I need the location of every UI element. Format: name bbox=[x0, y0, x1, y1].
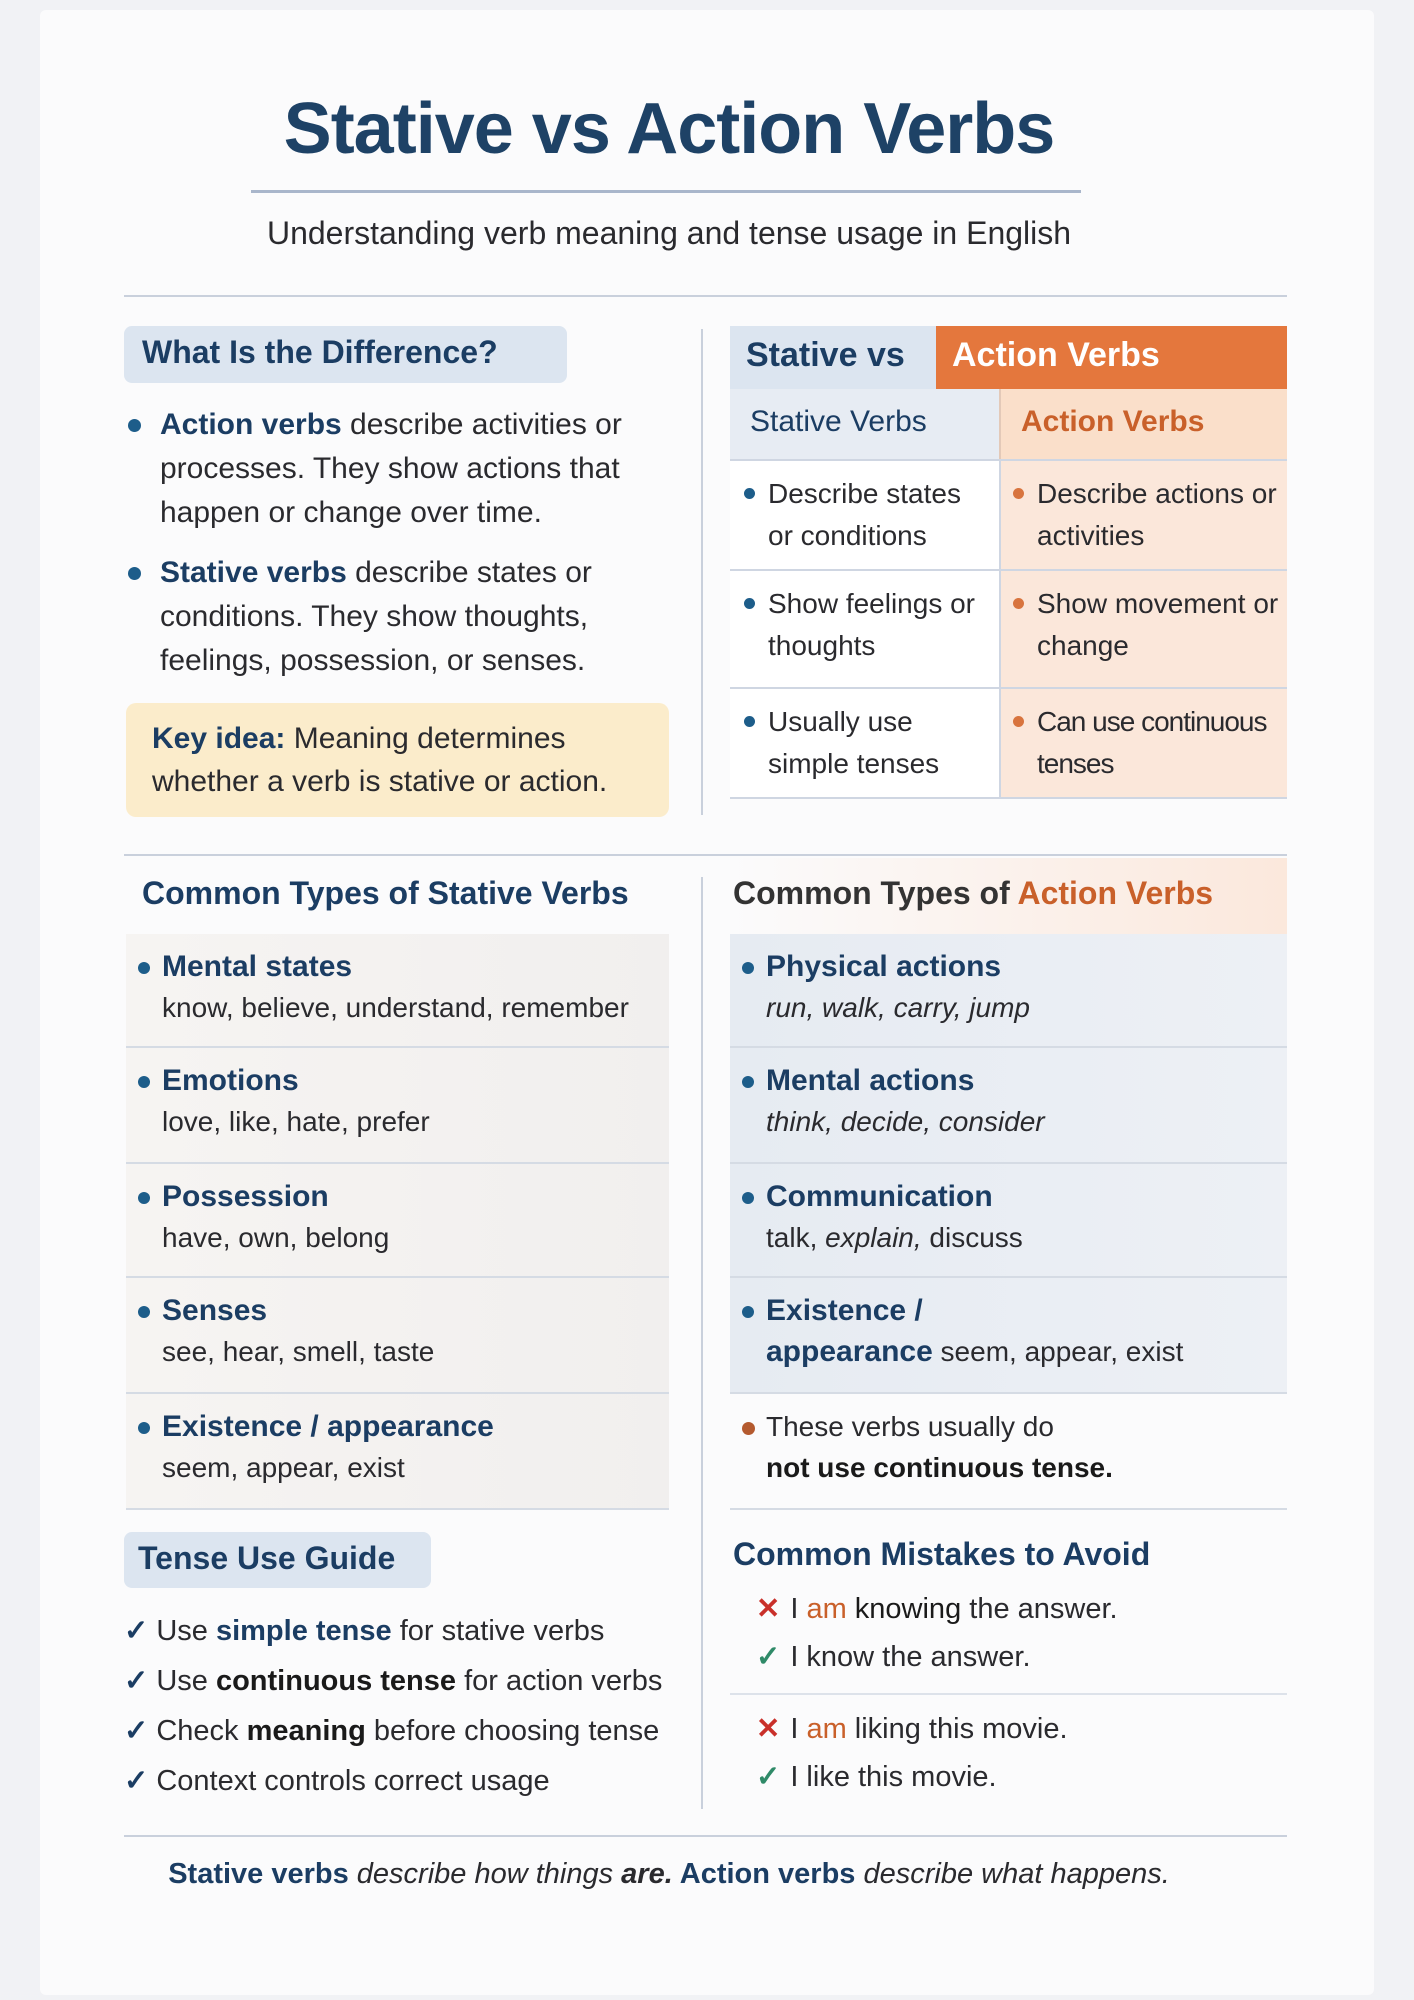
divider bbox=[730, 1693, 1287, 1695]
action-note: These verbs usually do not use continuous… bbox=[730, 1394, 1287, 1510]
tense-guide-list: ✓ Use simple tense for stative verbs ✓ Use… bbox=[124, 1606, 699, 1806]
bullet-icon bbox=[138, 1306, 150, 1318]
mistakes-list: ✕ I am knowing the answer. ✓ I know the an… bbox=[730, 1585, 1287, 1801]
list-item: Emotions love, like, hate, prefer bbox=[126, 1048, 669, 1164]
bullet-icon bbox=[742, 1306, 754, 1318]
bullet-icon bbox=[744, 598, 755, 609]
table-title: Stative vs Action Verbs bbox=[730, 326, 1287, 389]
right-example: ✓ I know the answer. bbox=[756, 1641, 1031, 1673]
bullet-icon bbox=[742, 1076, 754, 1088]
bullet-icon bbox=[128, 419, 141, 432]
bullet-icon bbox=[1013, 488, 1024, 499]
x-icon: ✕ bbox=[756, 1713, 781, 1745]
bullet-icon bbox=[1013, 716, 1024, 727]
bullet-icon bbox=[138, 1076, 150, 1088]
mistakes-heading: Common Mistakes to Avoid bbox=[733, 1536, 1151, 1572]
right-bottom-column: Physical actions run, walk, carry, jump M… bbox=[730, 934, 1287, 1801]
stative-types-list: Mental states know, believe, understand, … bbox=[126, 934, 669, 1510]
bullet-icon bbox=[744, 716, 755, 727]
divider bbox=[124, 1835, 1287, 1837]
table-row: Usually use simple tenses Can use continu… bbox=[730, 689, 1287, 799]
list-item: Senses see, hear, smell, taste bbox=[126, 1278, 669, 1394]
check-item: ✓ Use continuous tense for action verbs bbox=[124, 1665, 663, 1697]
action-types-header-bg bbox=[730, 858, 1287, 934]
difference-heading: What Is the Difference? bbox=[124, 326, 567, 383]
bullet-icon bbox=[742, 1422, 755, 1435]
check-icon: ✓ bbox=[124, 1715, 149, 1747]
bullet-icon bbox=[1013, 598, 1024, 609]
bullet-icon bbox=[742, 962, 754, 974]
list-item: Communication talk, explain, discuss bbox=[730, 1164, 1287, 1278]
list-item: Possession have, own, belong bbox=[126, 1164, 669, 1278]
right-example: ✓ I like this movie. bbox=[756, 1761, 997, 1793]
column-divider bbox=[701, 877, 703, 1809]
bullet-stative-verbs: Stative verbs describe states or conditi… bbox=[126, 551, 686, 683]
bullet-icon bbox=[742, 1192, 754, 1204]
check-icon: ✓ bbox=[124, 1665, 149, 1697]
divider bbox=[124, 295, 1287, 297]
list-item: Physical actions run, walk, carry, jump bbox=[730, 934, 1287, 1048]
list-item: Mental actions think, decide, consider bbox=[730, 1048, 1287, 1164]
bullet-icon bbox=[138, 1192, 150, 1204]
list-item: Existence / appearance seem, appear, exis… bbox=[126, 1394, 669, 1510]
bullet-icon bbox=[744, 488, 755, 499]
table-header-row: Stative Verbs Action Verbs bbox=[730, 389, 1287, 461]
bullet-icon bbox=[128, 567, 141, 580]
column-divider bbox=[701, 329, 703, 815]
check-icon: ✓ bbox=[756, 1761, 781, 1793]
list-item: Mental states know, believe, understand, … bbox=[126, 934, 669, 1048]
stative-types-heading: Common Types of Stative Verbs bbox=[142, 875, 629, 911]
check-item: ✓ Check meaning before choosing tense bbox=[124, 1715, 660, 1747]
bullet-action-verbs: Action verbs describe activities or proc… bbox=[126, 403, 686, 535]
wrong-example: ✕ I am liking this movie. bbox=[756, 1713, 1068, 1745]
wrong-example: ✕ I am knowing the answer. bbox=[756, 1593, 1118, 1625]
bullet-icon bbox=[138, 1422, 150, 1434]
action-types-heading: Common Types of Action Verbs bbox=[733, 875, 1214, 911]
table-row: Describe states or conditions Describe ac… bbox=[730, 461, 1287, 571]
check-icon: ✓ bbox=[756, 1641, 781, 1673]
check-icon: ✓ bbox=[124, 1765, 149, 1797]
bullet-icon bbox=[138, 962, 150, 974]
check-item: ✓ Use simple tense for stative verbs bbox=[124, 1615, 605, 1647]
comparison-table: Stative vs Action Verbs Stative Verbs Acti… bbox=[730, 326, 1287, 799]
x-icon: ✕ bbox=[756, 1593, 781, 1625]
difference-column: Action verbs describe activities or proc… bbox=[126, 403, 686, 817]
title-underline bbox=[251, 190, 1081, 193]
check-item: ✓ Context controls correct usage bbox=[124, 1765, 550, 1797]
left-bottom-column: Mental states know, believe, understand, … bbox=[124, 934, 669, 1806]
divider bbox=[124, 854, 1287, 856]
tense-guide-heading: Tense Use Guide bbox=[124, 1532, 431, 1588]
footer-summary: Stative verbs describe how things are. A… bbox=[168, 1858, 1170, 1890]
list-item: Existence / appearance seem, appear, exis… bbox=[730, 1278, 1287, 1394]
page-subtitle: Understanding verb meaning and tense usa… bbox=[266, 215, 1072, 251]
check-icon: ✓ bbox=[124, 1615, 149, 1647]
action-types-list: Physical actions run, walk, carry, jump M… bbox=[730, 934, 1287, 1510]
page-title: Stative vs Action Verbs bbox=[283, 89, 1056, 169]
key-idea-box: Key idea: Meaning determines whether a v… bbox=[126, 703, 669, 817]
table-row: Show feelings or thoughts Show movement o… bbox=[730, 571, 1287, 689]
